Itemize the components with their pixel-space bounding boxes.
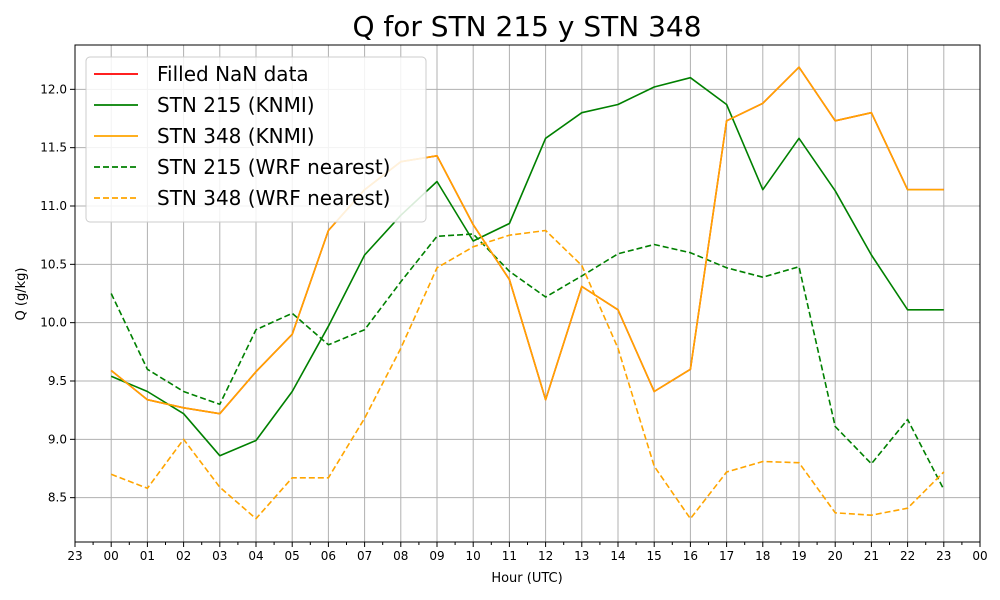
y-tick-label: 10.0	[40, 316, 67, 330]
x-tick-label: 06	[321, 549, 336, 563]
x-tick-label: 23	[67, 549, 82, 563]
legend: Filled NaN data STN 215 (KNMI) STN 348 (KN…	[85, 56, 427, 223]
legend-label-3: STN 215 (WRF nearest)	[157, 155, 391, 179]
x-tick-label: 05	[285, 549, 300, 563]
series-line-2	[110, 66, 944, 415]
x-tick-label: 12	[538, 549, 553, 563]
series-line-3	[110, 233, 945, 490]
series-line-4	[110, 229, 945, 520]
x-tick-label: 00	[104, 549, 119, 563]
x-tick-label: 16	[683, 549, 698, 563]
series-line-1	[110, 76, 944, 457]
legend-label-2: STN 348 (KNMI)	[157, 124, 315, 148]
x-tick-label: 17	[719, 549, 734, 563]
x-tick-label: 18	[755, 549, 770, 563]
legend-box	[85, 56, 427, 223]
legend-label-0: Filled NaN data	[157, 62, 309, 86]
legend-label-1: STN 215 (KNMI)	[157, 93, 315, 117]
x-tick-label: 09	[429, 549, 444, 563]
x-tick-label: 15	[647, 549, 662, 563]
x-tick-label: 03	[212, 549, 227, 563]
axes: 23 00 01 02 03 04 05 06 07 08 09 10 11 12 13 14 15 16 17 18…	[40, 82, 987, 563]
y-tick-label: 11.0	[40, 199, 67, 213]
plot-frame	[74, 44, 981, 543]
y-tick-label: 8.5	[48, 491, 67, 505]
y-tick-label: 12.0	[40, 82, 67, 96]
x-tick-label: 10	[466, 549, 481, 563]
x-tick-label: 14	[610, 549, 625, 563]
x-tick-label: 02	[176, 549, 191, 563]
x-tick-label: 01	[140, 549, 155, 563]
chart-title: Q for STN 215 y STN 348	[352, 10, 701, 43]
y-tick-label: 10.5	[40, 257, 67, 271]
x-tick-label: 22	[900, 549, 915, 563]
x-tick-label: 20	[828, 549, 843, 563]
x-tick-label: 13	[574, 549, 589, 563]
x-tick-label: 21	[864, 549, 879, 563]
series-lines	[110, 66, 945, 520]
y-axis-label: Q (g/kg)	[14, 268, 29, 321]
y-tick-label: 9.0	[48, 432, 67, 446]
y-tick-label: 11.5	[40, 141, 67, 155]
x-tick-label: 00	[972, 549, 987, 563]
x-tick-label: 19	[791, 549, 806, 563]
x-tick-label: 08	[393, 549, 408, 563]
y-tick-label: 9.5	[48, 374, 67, 388]
x-tick-label: 04	[248, 549, 263, 563]
x-axis-label: Hour (UTC)	[491, 571, 562, 586]
x-tick-label: 11	[502, 549, 517, 563]
x-tick-label: 07	[357, 549, 372, 563]
x-tick-label: 23	[936, 549, 951, 563]
legend-label-4: STN 348 (WRF nearest)	[157, 186, 391, 210]
